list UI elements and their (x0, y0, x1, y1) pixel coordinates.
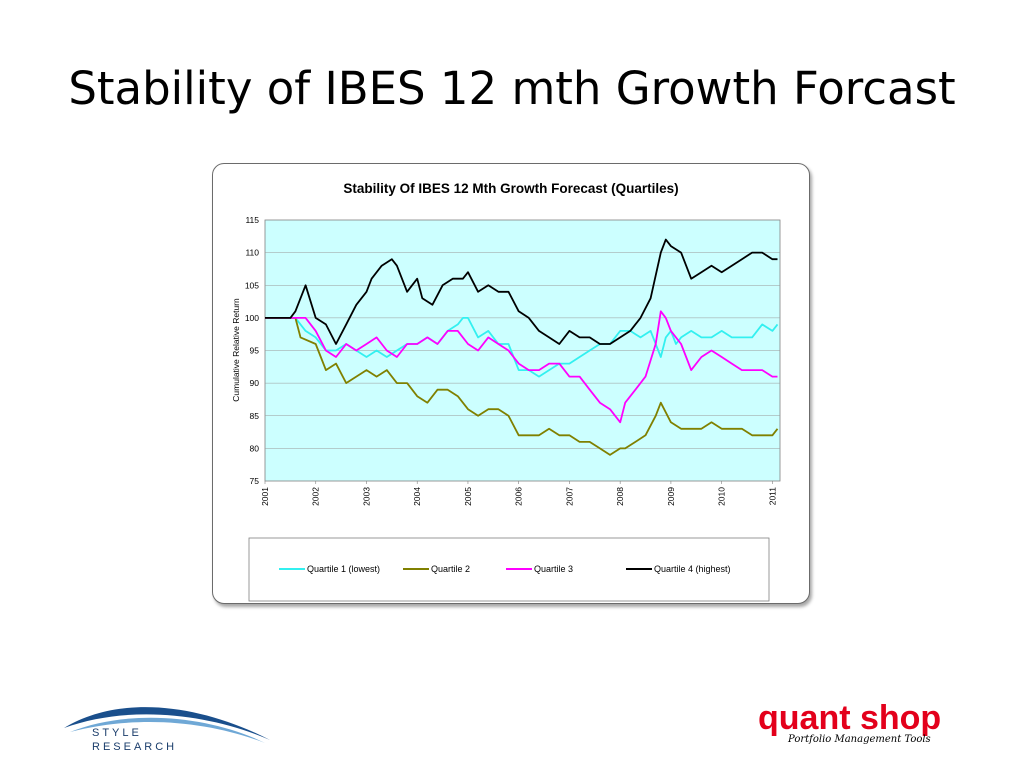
legend: Quartile 1 (lowest) Quartile 2 Quartile 3 Q… (279, 564, 731, 574)
series-line-q1 (265, 316, 779, 378)
chart-title: Stability Of IBES 12 Mth Growth Forecast… (343, 181, 678, 196)
x-tick-labels: 2001 2002 2003 2004 2005 2006 2007 2008 2009 2010… (260, 481, 777, 506)
y-tick-label: 115 (245, 215, 259, 225)
quant-shop-logo: quant shop Portfolio Management Tools (758, 699, 941, 745)
x-tick-label: 2007 (564, 487, 574, 506)
x-tick-label: 2008 (615, 487, 625, 506)
legend-label-q3: Quartile 3 (534, 564, 573, 574)
wave-swoosh-icon (64, 707, 270, 740)
x-tick-label: 2001 (260, 487, 270, 506)
quant-shop-name: quant shop (758, 699, 941, 737)
series-lines (265, 238, 779, 456)
legend-label-q4: Quartile 4 (highest) (654, 564, 731, 574)
x-tick-label: 2002 (311, 487, 321, 506)
slide-title: Stability of IBES 12 mth Growth Forcast (68, 62, 956, 115)
gridlines (265, 219, 780, 482)
x-tick-label: 2009 (666, 487, 676, 506)
wave-swoosh-light-icon (70, 717, 265, 743)
style-research-line2: RESEARCH (92, 741, 177, 753)
y-tick-label: 80 (250, 443, 260, 453)
y-tick-label: 100 (245, 313, 259, 323)
x-tick-label: 2004 (412, 487, 422, 506)
y-tick-label: 75 (250, 476, 260, 486)
y-tick-labels: 75 80 85 90 95 100 105 110 115 (245, 215, 259, 486)
y-axis-label: Cumulative Relative Return (231, 298, 241, 402)
quant-shop-tagline: Portfolio Management Tools (787, 734, 931, 745)
y-tick-label: 110 (245, 248, 259, 258)
y-tick-label: 95 (250, 346, 260, 356)
series-line-q2 (265, 316, 779, 456)
style-research-logo: STYLE RESEARCH (64, 707, 270, 753)
legend-label-q2: Quartile 2 (431, 564, 470, 574)
series-line-q4 (265, 238, 778, 345)
line-chart: Stability Of IBES 12 Mth Growth Forecast… (231, 181, 781, 602)
style-research-line1: STYLE (92, 727, 142, 739)
x-tick-label: 2011 (767, 487, 777, 506)
y-tick-label: 90 (250, 378, 260, 388)
legend-label-q1: Quartile 1 (lowest) (307, 564, 380, 574)
x-tick-label: 2005 (463, 487, 473, 506)
x-tick-label: 2006 (514, 487, 524, 506)
x-tick-label: 2003 (361, 487, 371, 506)
series-line-q3 (265, 310, 778, 424)
y-tick-label: 105 (245, 280, 259, 290)
y-tick-label: 85 (250, 411, 260, 421)
x-tick-label: 2010 (717, 487, 727, 506)
chart-frame: Stability Of IBES 12 Mth Growth Forecast… (212, 163, 810, 604)
